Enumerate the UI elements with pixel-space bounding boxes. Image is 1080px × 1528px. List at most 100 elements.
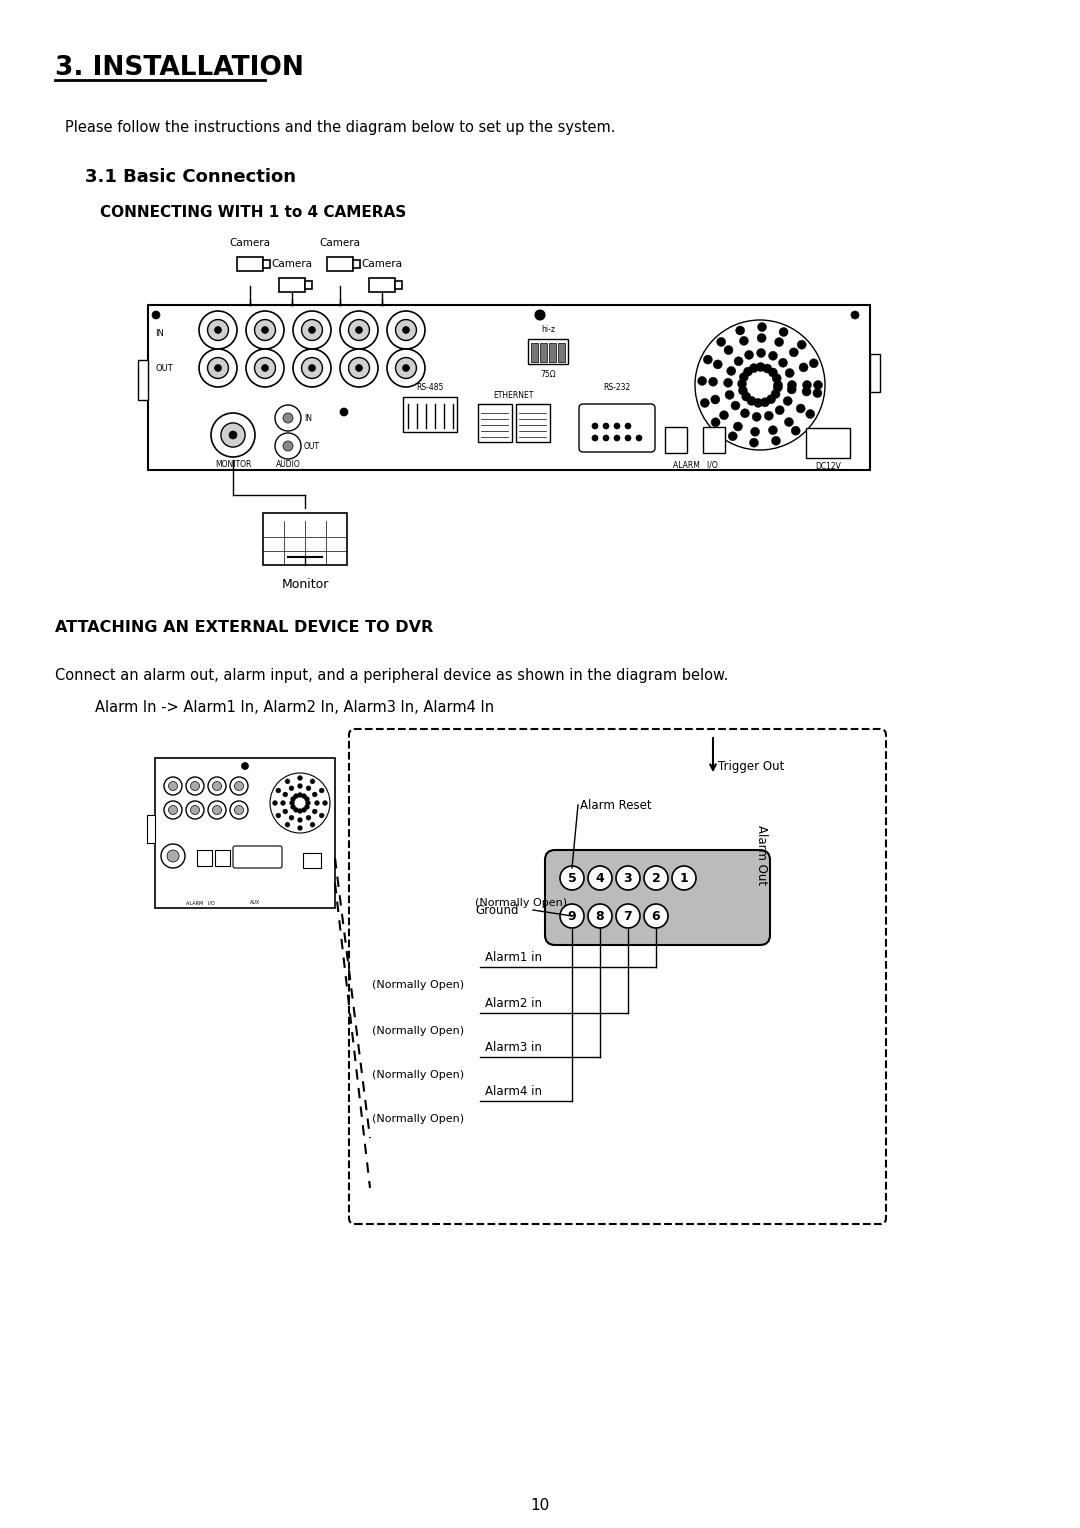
Circle shape (744, 350, 754, 359)
Circle shape (698, 376, 706, 385)
Circle shape (809, 359, 819, 368)
Circle shape (724, 345, 733, 354)
Circle shape (802, 380, 811, 390)
Circle shape (283, 808, 287, 814)
Bar (353, 260, 360, 267)
Bar (156, 758, 335, 908)
Bar (264, 260, 270, 267)
Circle shape (784, 417, 794, 426)
Circle shape (312, 808, 318, 814)
Circle shape (314, 801, 320, 805)
Circle shape (783, 396, 793, 405)
Circle shape (293, 348, 330, 387)
Circle shape (738, 379, 746, 388)
Circle shape (741, 410, 750, 417)
Circle shape (323, 801, 327, 805)
Circle shape (535, 310, 545, 319)
Circle shape (395, 319, 417, 341)
Circle shape (787, 385, 796, 394)
Circle shape (717, 338, 726, 347)
Circle shape (297, 776, 302, 781)
Circle shape (731, 400, 740, 410)
Circle shape (285, 822, 291, 827)
Bar (540, 342, 546, 362)
Circle shape (309, 365, 315, 371)
Circle shape (297, 817, 302, 822)
Circle shape (320, 788, 324, 793)
Circle shape (765, 411, 773, 420)
Circle shape (310, 779, 315, 784)
Circle shape (395, 358, 417, 379)
Circle shape (769, 351, 778, 361)
Circle shape (283, 413, 293, 423)
Circle shape (270, 773, 330, 833)
Text: 8: 8 (596, 909, 605, 923)
Text: AUDIO: AUDIO (275, 460, 300, 469)
Circle shape (724, 379, 732, 387)
Circle shape (230, 778, 248, 795)
Bar (528, 339, 568, 364)
Text: RS-485: RS-485 (416, 384, 444, 393)
Circle shape (297, 793, 302, 798)
FancyBboxPatch shape (233, 847, 282, 868)
Circle shape (291, 796, 296, 802)
Circle shape (275, 405, 301, 431)
Circle shape (301, 319, 323, 341)
Text: 6: 6 (651, 909, 660, 923)
Circle shape (592, 435, 598, 442)
Bar (870, 354, 880, 393)
Circle shape (772, 374, 781, 382)
Circle shape (733, 422, 742, 431)
Circle shape (190, 805, 200, 814)
Circle shape (588, 905, 612, 927)
Circle shape (294, 793, 298, 799)
Circle shape (294, 807, 298, 813)
Circle shape (625, 423, 631, 429)
Circle shape (751, 428, 759, 435)
Circle shape (603, 423, 609, 429)
Circle shape (740, 336, 748, 345)
Circle shape (625, 435, 631, 442)
Circle shape (291, 805, 296, 810)
Circle shape (230, 801, 248, 819)
Circle shape (756, 362, 765, 371)
Circle shape (775, 406, 784, 414)
Text: IN: IN (303, 414, 312, 423)
Circle shape (246, 312, 284, 348)
Circle shape (644, 866, 669, 889)
Circle shape (246, 348, 284, 387)
Text: 7: 7 (623, 909, 633, 923)
Circle shape (215, 327, 221, 333)
Circle shape (739, 387, 747, 396)
FancyBboxPatch shape (579, 403, 654, 452)
Circle shape (234, 805, 243, 814)
Text: ETHERNET: ETHERNET (492, 391, 534, 400)
Bar (147, 814, 156, 843)
Circle shape (164, 778, 183, 795)
Circle shape (285, 779, 291, 784)
Circle shape (297, 808, 302, 813)
Circle shape (297, 784, 302, 788)
Circle shape (561, 905, 584, 927)
Circle shape (757, 333, 766, 342)
Circle shape (164, 801, 183, 819)
Circle shape (636, 435, 642, 442)
Circle shape (806, 410, 814, 419)
Bar (558, 342, 565, 362)
Circle shape (792, 426, 800, 435)
Bar (215, 850, 230, 866)
Circle shape (306, 785, 311, 792)
Circle shape (161, 843, 185, 868)
Circle shape (603, 435, 609, 442)
Circle shape (700, 399, 710, 408)
Text: (Normally Open): (Normally Open) (372, 979, 464, 990)
Circle shape (320, 813, 324, 817)
Circle shape (750, 364, 758, 373)
Text: 5: 5 (568, 871, 577, 885)
Circle shape (305, 796, 310, 802)
Text: (Normally Open): (Normally Open) (372, 1025, 464, 1036)
Text: MONITOR: MONITOR (215, 460, 252, 469)
Circle shape (773, 380, 783, 390)
Circle shape (851, 312, 859, 319)
Circle shape (190, 781, 200, 790)
